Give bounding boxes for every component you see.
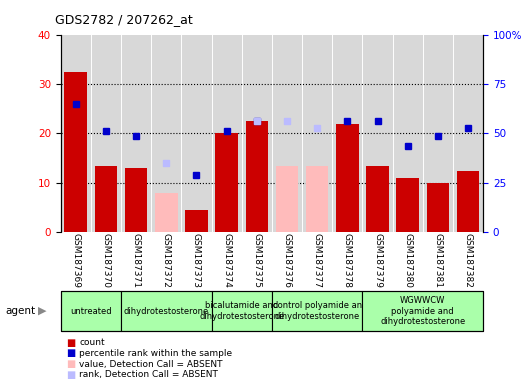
Text: GSM187373: GSM187373 [192,233,201,288]
Bar [427,183,449,232]
Text: dihydrotestosterone: dihydrotestosterone [124,306,209,316]
FancyBboxPatch shape [362,291,483,331]
Text: ▶: ▶ [38,306,46,316]
Text: GSM187369: GSM187369 [71,233,80,288]
Text: rank, Detection Call = ABSENT: rank, Detection Call = ABSENT [79,370,218,379]
Bar [397,178,419,232]
Bar [276,166,298,232]
Text: GSM187376: GSM187376 [282,233,291,288]
Text: count: count [79,338,105,347]
Bar [336,124,359,232]
Text: GSM187370: GSM187370 [101,233,110,288]
Bar [215,134,238,232]
Text: percentile rank within the sample: percentile rank within the sample [79,349,232,358]
Bar [155,193,177,232]
Text: GSM187374: GSM187374 [222,233,231,288]
Text: bicalutamide and
dihydrotestosterone: bicalutamide and dihydrotestosterone [199,301,285,321]
Text: GSM187371: GSM187371 [131,233,140,288]
Text: WGWWCW
polyamide and
dihydrotestosterone: WGWWCW polyamide and dihydrotestosterone [380,296,465,326]
Bar [246,121,268,232]
Text: agent: agent [5,306,35,316]
FancyBboxPatch shape [212,291,272,331]
Bar [366,166,389,232]
Bar [125,168,147,232]
FancyBboxPatch shape [121,291,212,331]
Text: GSM187379: GSM187379 [373,233,382,288]
Text: untreated: untreated [70,306,112,316]
Text: ■: ■ [66,338,76,348]
Text: value, Detection Call = ABSENT: value, Detection Call = ABSENT [79,359,223,369]
Bar [95,166,117,232]
Bar [185,210,208,232]
Text: GSM187381: GSM187381 [433,233,442,288]
Text: GSM187378: GSM187378 [343,233,352,288]
FancyBboxPatch shape [272,291,362,331]
Text: GSM187375: GSM187375 [252,233,261,288]
Bar [306,166,328,232]
Bar [64,72,87,232]
Text: GSM187377: GSM187377 [313,233,322,288]
Text: ■: ■ [66,370,76,380]
Text: ■: ■ [66,348,76,358]
Bar [457,170,479,232]
Text: GDS2782 / 207262_at: GDS2782 / 207262_at [55,13,193,26]
Text: ■: ■ [66,359,76,369]
Text: GSM187380: GSM187380 [403,233,412,288]
Text: GSM187382: GSM187382 [464,233,473,288]
Text: control polyamide an
dihydrotestosterone: control polyamide an dihydrotestosterone [272,301,362,321]
Text: GSM187372: GSM187372 [162,233,171,288]
FancyBboxPatch shape [61,291,121,331]
